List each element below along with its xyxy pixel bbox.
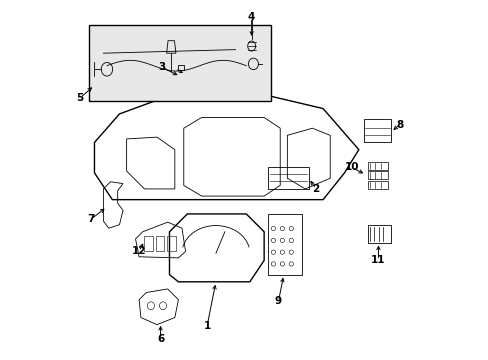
Text: 4: 4	[247, 13, 255, 22]
Bar	[267, 167, 308, 189]
Text: 8: 8	[395, 120, 403, 130]
Text: 9: 9	[274, 296, 282, 306]
Bar	[367, 225, 390, 243]
Bar	[267, 214, 301, 275]
Bar	[178, 65, 184, 70]
Text: 11: 11	[370, 255, 385, 265]
Bar	[143, 237, 152, 251]
Bar	[367, 162, 387, 170]
Text: 7: 7	[87, 214, 94, 224]
Bar	[89, 24, 271, 102]
Text: 10: 10	[344, 162, 358, 172]
Bar	[364, 119, 390, 143]
Text: 3: 3	[159, 63, 165, 72]
Text: 6: 6	[157, 334, 164, 344]
Text: 5: 5	[77, 93, 83, 103]
Bar	[367, 181, 387, 189]
Text: 1: 1	[203, 321, 210, 332]
Text: 12: 12	[132, 247, 146, 256]
Bar	[367, 171, 387, 179]
Text: 2: 2	[312, 184, 319, 194]
Bar	[155, 237, 164, 251]
Bar	[167, 237, 176, 251]
